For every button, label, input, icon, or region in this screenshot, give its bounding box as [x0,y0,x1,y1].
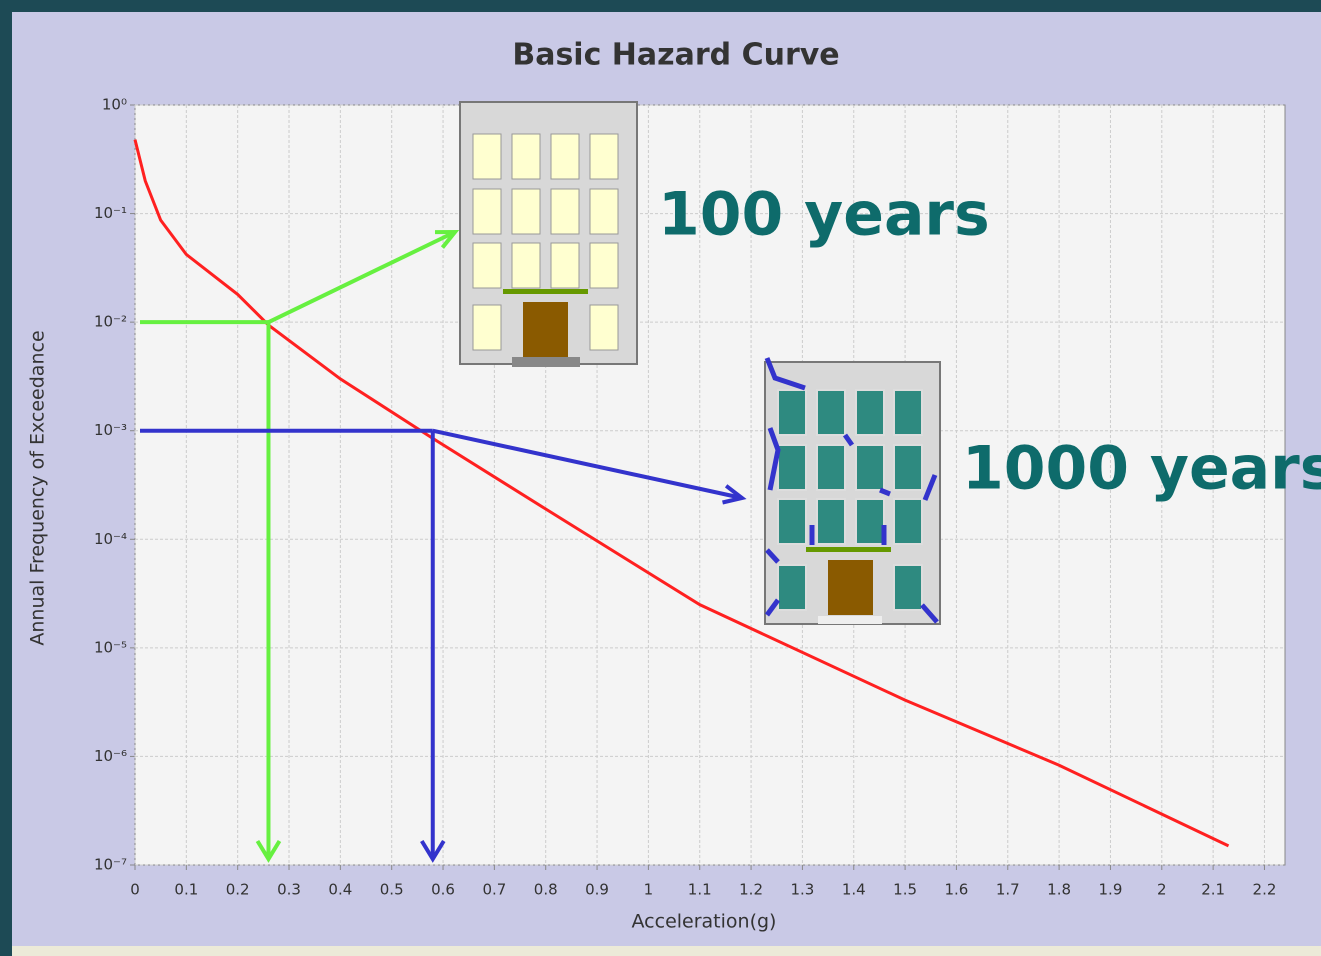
x-tick-label: 0.3 [277,881,301,899]
x-tick-label: 1.8 [1047,881,1071,899]
x-tick-label: 0.2 [226,881,250,899]
x-tick-label: 1.4 [842,881,866,899]
arrow-head [420,839,446,863]
building-100 [459,101,638,367]
x-tick-label: 1.1 [688,881,712,899]
x-tick-label: 1.2 [739,881,763,899]
arrow-head [722,484,747,505]
building-1000 [764,357,941,625]
x-tick-label: 0.8 [534,881,558,899]
y-tick-label: 10⁰ [102,96,127,114]
x-tick-label: 2 [1157,881,1167,899]
y-axis-label: Annual Frequency of Exceedance [27,330,49,645]
x-tick-label: 2.2 [1253,881,1277,899]
x-tick-label: 1.6 [944,881,968,899]
annotation-text: 1000 years [962,434,1321,504]
status-strip [12,946,1321,956]
y-tick-label: 10⁻⁶ [94,747,127,765]
y-tick-label: 10⁻² [94,313,127,331]
y-tick-label: 10⁻⁵ [94,638,127,656]
x-tick-label: 1.7 [996,881,1020,899]
x-tick-label: 0 [130,881,140,899]
x-tick-label: 0.6 [431,881,455,899]
x-axis-label: Acceleration(g) [632,911,777,933]
hazard-curve [133,139,1230,848]
x-tick-label: 0.9 [585,881,609,899]
marks [133,139,1230,863]
x-tick-label: 0.5 [380,881,404,899]
plot-area [134,104,1286,866]
arrow-head [255,839,282,863]
arrow-head [434,229,460,249]
x-tick-label: 0.7 [482,881,506,899]
y-tick-label: 10⁻³ [94,421,127,439]
x-tick-label: 1.5 [893,881,917,899]
x-tick-label: 2.1 [1201,881,1225,899]
x-tick-label: 1 [644,881,654,899]
y-tick-label: 10⁻⁷ [94,856,127,874]
x-tick-label: 0.4 [328,881,352,899]
y-tick-label: 10⁻¹ [94,204,127,222]
chart-title: Basic Hazard Curve [512,38,839,73]
x-tick-label: 1.9 [1099,881,1123,899]
annotation-arrow [267,230,456,324]
annotation-text: 100 years [658,180,990,250]
annotation-arrow [432,428,743,500]
x-tick-label: 1.3 [790,881,814,899]
x-tick-label: 0.1 [174,881,198,899]
y-tick-label: 10⁻⁴ [94,530,127,548]
